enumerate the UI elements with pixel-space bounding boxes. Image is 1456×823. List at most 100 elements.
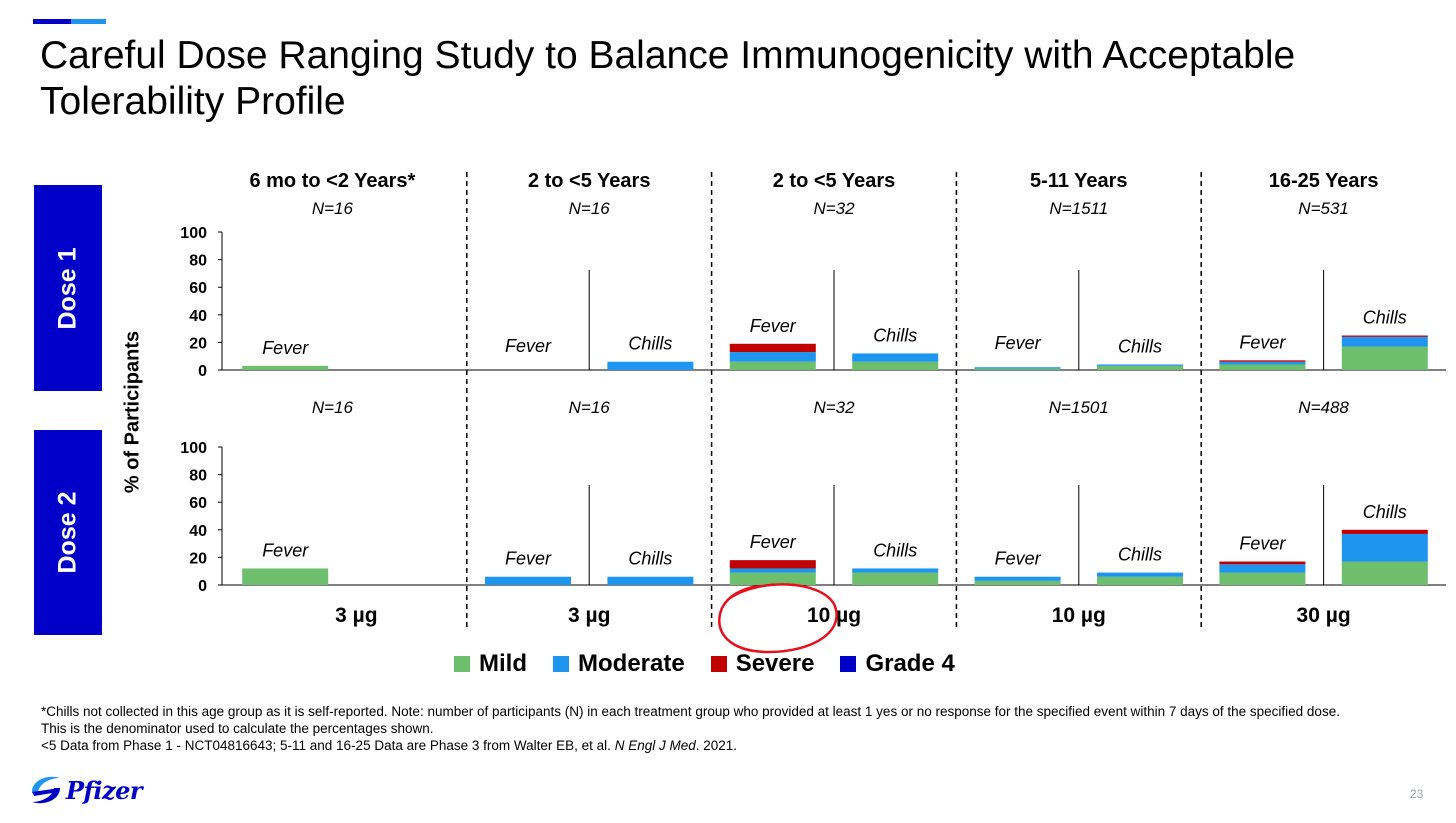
y-tick-label: 80	[189, 253, 207, 270]
bar-segment-mild	[242, 568, 329, 585]
bar-segment-moderate	[1341, 533, 1428, 562]
bar-label-chills: Chills	[873, 540, 917, 560]
bar-label-chills: Chills	[873, 325, 917, 345]
n-label: N=488	[1298, 398, 1349, 417]
bar-segment-mild	[852, 572, 939, 585]
bar-segment-mild	[852, 361, 939, 370]
bar-segment-mild	[242, 365, 329, 370]
y-tick-label: 20	[189, 335, 207, 352]
y-tick-label: 40	[189, 523, 207, 540]
y-tick-label: 0	[198, 578, 207, 595]
footnote: *Chills not collected in this age group …	[41, 703, 1431, 754]
legend-item-severe: Severe	[710, 650, 815, 678]
dose-amount-label: 3 µg	[335, 604, 377, 627]
n-label: N=32	[813, 199, 855, 218]
bar-label-fever: Fever	[750, 532, 797, 552]
bar-segment-mild	[1341, 346, 1428, 370]
bar-segment-severe	[1341, 529, 1428, 534]
bar-segment-severe	[729, 560, 816, 569]
bar-segment-moderate	[485, 576, 571, 585]
bar-segment-moderate	[607, 576, 694, 585]
bar-segment-moderate	[852, 568, 939, 573]
bar-segment-moderate	[1219, 564, 1306, 573]
y-tick-label: 20	[189, 550, 207, 567]
group-header: 6 mo to <2 Years*	[249, 170, 415, 192]
bar-segment-mild	[729, 361, 816, 370]
bar-segment-moderate	[1097, 364, 1183, 366]
bar-segment-mild	[729, 572, 816, 585]
n-label: N=16	[312, 199, 354, 218]
bar-label-fever: Fever	[505, 549, 552, 569]
dose-amount-label: 10 µg	[1052, 604, 1106, 627]
legend-label: Grade 4	[865, 650, 955, 677]
bar-label-fever: Fever	[1239, 332, 1286, 352]
bar-segment-severe	[1219, 360, 1306, 362]
legend-label: Mild	[479, 650, 527, 677]
bar-label-chills: Chills	[628, 549, 672, 569]
bar-label-chills: Chills	[1118, 545, 1162, 565]
legend-swatch	[454, 656, 470, 672]
legend-item-moderate: Moderate	[553, 650, 685, 678]
bar-label-chills: Chills	[1363, 308, 1407, 328]
n-label: N=531	[1298, 199, 1349, 218]
legend-label: Moderate	[578, 650, 685, 677]
title-accent-bar-light	[71, 19, 106, 24]
bar-segment-mild	[1097, 576, 1183, 585]
dose1-band: Dose 1	[34, 185, 102, 391]
dose-amount-label: 10 µg	[807, 604, 861, 627]
page-title: Careful Dose Ranging Study to Balance Im…	[40, 34, 1296, 123]
legend-swatch	[710, 656, 727, 672]
dose-amount-label: 30 µg	[1297, 604, 1351, 627]
group-header: 5-11 Years	[1030, 170, 1128, 192]
y-tick-label: 0	[198, 363, 207, 380]
bar-segment-mild	[974, 580, 1061, 585]
bar-label-fever: Fever	[750, 316, 797, 336]
pfizer-logo: Pfizer	[28, 770, 143, 810]
footnote-line-2: This is the denominator used to calculat…	[41, 721, 434, 736]
bar-segment-moderate	[974, 576, 1061, 581]
dose-amount-label: 3 µg	[568, 604, 610, 627]
legend-swatch	[553, 656, 569, 672]
n-label: N=16	[569, 199, 611, 218]
page-number: 23	[1410, 787, 1424, 801]
legend: Mild Moderate Severe Grade 4	[454, 648, 981, 680]
legend-item-grade-4: Grade 4	[840, 650, 955, 678]
pfizer-logo-text: Pfizer	[66, 775, 143, 805]
y-tick-label: 40	[189, 308, 207, 325]
pfizer-logo-icon	[32, 776, 60, 804]
legend-swatch	[840, 656, 857, 672]
footnote-line-3: <5 Data from Phase 1 - NCT04816643; 5-11…	[41, 738, 738, 753]
n-label: N=1501	[1049, 398, 1109, 417]
y-tick-label: 100	[180, 225, 207, 242]
legend-label: Severe	[735, 650, 815, 677]
bar-segment-severe	[1341, 335, 1428, 337]
bar-label-chills: Chills	[628, 334, 672, 354]
bar-segment-moderate	[729, 568, 816, 573]
bar-label-fever: Fever	[995, 333, 1042, 353]
bar-label-fever: Fever	[262, 540, 309, 560]
bar-segment-moderate	[1341, 336, 1428, 347]
group-header: 2 to <5 Years	[528, 170, 651, 192]
bar-segment-moderate	[1097, 572, 1183, 577]
bar-label-fever: Fever	[995, 549, 1042, 569]
y-tick-label: 60	[189, 280, 207, 297]
bar-segment-moderate	[729, 352, 816, 362]
y-tick-label: 80	[189, 468, 207, 485]
n-label: N=32	[813, 398, 855, 417]
bar-segment-mild	[974, 368, 1061, 370]
title-accent-bar-dark	[33, 19, 71, 24]
n-label: N=16	[312, 398, 354, 417]
n-label: N=1511	[1049, 199, 1108, 218]
y-tick-label: 100	[180, 440, 207, 457]
y-tick-label: 60	[189, 495, 207, 512]
bar-label-chills: Chills	[1118, 336, 1162, 356]
n-label: N=16	[569, 398, 611, 417]
dose2-band: Dose 2	[34, 430, 102, 635]
bar-label-fever: Fever	[505, 336, 552, 356]
group-header: 16-25 Years	[1269, 170, 1379, 192]
bar-segment-moderate	[1219, 361, 1306, 365]
bar-label-fever: Fever	[1239, 534, 1286, 554]
bar-segment-severe	[1219, 561, 1306, 565]
bar-segment-mild	[1219, 364, 1306, 370]
